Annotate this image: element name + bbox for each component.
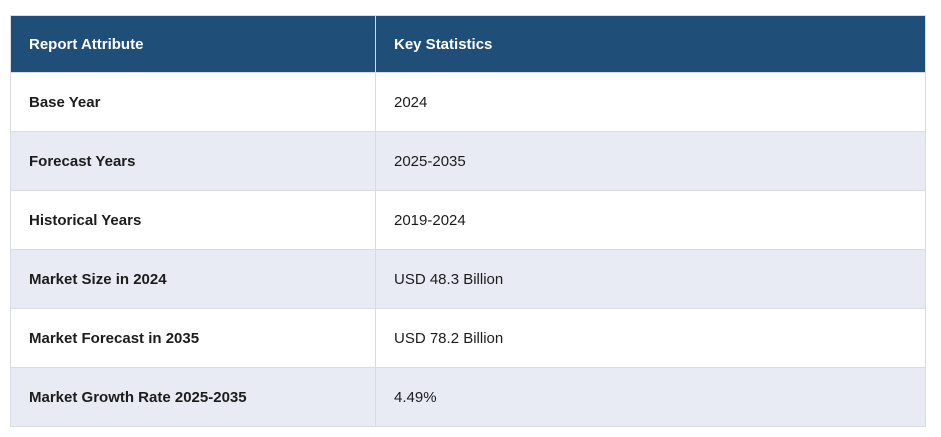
attribute-cell-growth-rate: Market Growth Rate 2025-2035 — [10, 367, 376, 427]
table-row: Base Year 2024 — [10, 72, 926, 132]
attribute-cell-market-size: Market Size in 2024 — [10, 249, 376, 309]
table-row: Historical Years 2019-2024 — [10, 190, 926, 250]
attribute-cell-forecast-years: Forecast Years — [10, 131, 376, 191]
report-attributes-table: Report Attribute Key Statistics Base Yea… — [10, 15, 926, 427]
table-row: Forecast Years 2025-2035 — [10, 131, 926, 191]
table-row: Market Forecast in 2035 USD 78.2 Billion — [10, 308, 926, 368]
value-cell-market-forecast: USD 78.2 Billion — [375, 308, 926, 368]
value-cell-base-year: 2024 — [375, 72, 926, 132]
value-cell-growth-rate: 4.49% — [375, 367, 926, 427]
attribute-cell-base-year: Base Year — [10, 72, 376, 132]
attribute-cell-historical-years: Historical Years — [10, 190, 376, 250]
table-header-row: Report Attribute Key Statistics — [10, 15, 926, 73]
value-cell-forecast-years: 2025-2035 — [375, 131, 926, 191]
attribute-cell-market-forecast: Market Forecast in 2035 — [10, 308, 376, 368]
column-header-report-attribute: Report Attribute — [10, 15, 376, 73]
table-row: Market Growth Rate 2025-2035 4.49% — [10, 367, 926, 427]
column-header-key-statistics: Key Statistics — [375, 15, 926, 73]
table-row: Market Size in 2024 USD 48.3 Billion — [10, 249, 926, 309]
value-cell-market-size: USD 48.3 Billion — [375, 249, 926, 309]
value-cell-historical-years: 2019-2024 — [375, 190, 926, 250]
